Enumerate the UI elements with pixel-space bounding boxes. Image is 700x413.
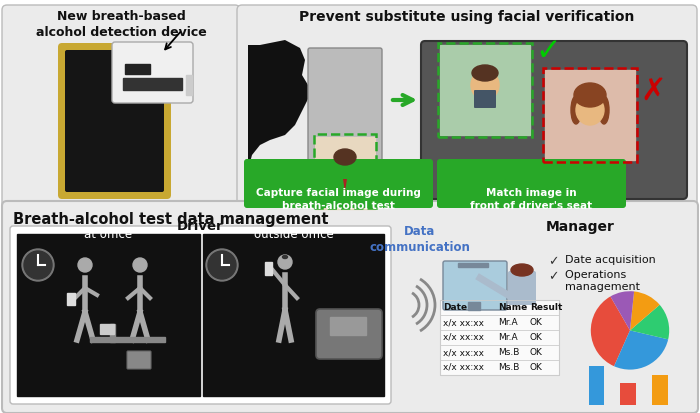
Text: Date: Date [443, 303, 467, 312]
FancyBboxPatch shape [2, 5, 240, 210]
Ellipse shape [278, 255, 292, 269]
FancyBboxPatch shape [443, 261, 507, 310]
Text: Mr.A: Mr.A [498, 333, 517, 342]
Text: OK: OK [530, 348, 543, 357]
Wedge shape [630, 305, 669, 339]
Text: Manager: Manager [545, 220, 615, 234]
Bar [652, 375, 668, 405]
Wedge shape [610, 291, 634, 330]
Ellipse shape [206, 249, 238, 281]
Bar [440, 45, 530, 135]
Bar [440, 300, 559, 375]
Ellipse shape [599, 96, 609, 124]
Ellipse shape [155, 49, 161, 55]
Ellipse shape [334, 155, 356, 179]
Bar [330, 317, 366, 335]
Bar [186, 75, 192, 95]
Text: Capture facial image during
breath-alcohol test: Capture facial image during breath-alcoh… [256, 188, 421, 211]
Ellipse shape [283, 256, 288, 259]
Bar [125, 64, 150, 74]
Text: New breath-based
alcohol detection device: New breath-based alcohol detection devic… [36, 10, 206, 39]
Bar [110, 324, 115, 342]
Ellipse shape [22, 249, 54, 281]
Text: Data
communication: Data communication [370, 225, 470, 254]
Text: ✓: ✓ [548, 270, 559, 283]
Bar [315, 137, 375, 209]
Wedge shape [614, 330, 668, 370]
Text: at office: at office [84, 228, 132, 241]
FancyBboxPatch shape [316, 309, 382, 359]
Ellipse shape [472, 65, 498, 81]
Text: Prevent substitute using facial verification: Prevent substitute using facial verifica… [300, 10, 635, 24]
Text: Mr.A: Mr.A [498, 318, 517, 327]
Text: ✓: ✓ [548, 255, 559, 268]
FancyBboxPatch shape [508, 271, 536, 305]
FancyBboxPatch shape [244, 159, 433, 208]
Bar [90, 337, 165, 342]
Bar [67, 293, 75, 305]
Bar [203, 234, 384, 396]
Ellipse shape [511, 269, 533, 291]
Text: x/x xx:xx: x/x xx:xx [443, 348, 484, 357]
Bar [315, 142, 375, 160]
Bar [620, 383, 636, 405]
Ellipse shape [24, 251, 52, 279]
Ellipse shape [78, 258, 92, 272]
Bar [545, 70, 635, 160]
FancyBboxPatch shape [10, 226, 391, 404]
FancyBboxPatch shape [334, 174, 356, 192]
Text: Match image in
front of driver's seat: Match image in front of driver's seat [470, 188, 592, 211]
Text: Operations
  management: Operations management [558, 270, 640, 292]
Text: Breath-alcohol test data management: Breath-alcohol test data management [13, 212, 328, 227]
Text: Name: Name [498, 303, 527, 312]
Bar [589, 366, 605, 405]
Polygon shape [248, 40, 310, 170]
Bar [265, 262, 272, 275]
Polygon shape [343, 179, 347, 192]
Bar [100, 324, 114, 334]
FancyBboxPatch shape [308, 48, 382, 167]
Ellipse shape [574, 83, 606, 107]
Ellipse shape [511, 264, 533, 276]
Text: x/x xx:xx: x/x xx:xx [443, 363, 484, 372]
FancyBboxPatch shape [127, 351, 151, 369]
FancyBboxPatch shape [58, 43, 171, 199]
Bar [458, 263, 488, 267]
FancyBboxPatch shape [2, 201, 698, 413]
Ellipse shape [576, 95, 604, 125]
Bar [17, 234, 200, 396]
Text: OK: OK [530, 333, 543, 342]
Wedge shape [630, 292, 659, 330]
Text: OK: OK [530, 363, 543, 372]
FancyBboxPatch shape [237, 5, 697, 210]
FancyBboxPatch shape [65, 50, 164, 192]
Ellipse shape [208, 251, 236, 279]
Text: x/x xx:xx: x/x xx:xx [443, 333, 484, 342]
Text: Ms.B: Ms.B [498, 348, 519, 357]
Text: ✓: ✓ [535, 37, 561, 66]
Wedge shape [591, 297, 630, 366]
FancyBboxPatch shape [421, 41, 687, 199]
Text: ✗: ✗ [640, 77, 666, 106]
FancyBboxPatch shape [112, 42, 193, 103]
Text: Date acquisition: Date acquisition [558, 255, 656, 265]
Ellipse shape [133, 258, 147, 272]
Text: C: C [342, 150, 349, 160]
Text: Driver: Driver [176, 220, 223, 233]
Ellipse shape [471, 70, 499, 100]
Ellipse shape [334, 149, 356, 165]
FancyBboxPatch shape [474, 90, 496, 108]
Bar [123, 78, 182, 90]
FancyBboxPatch shape [437, 159, 626, 208]
Text: Result: Result [530, 303, 562, 312]
Text: outside office: outside office [254, 228, 334, 241]
Ellipse shape [571, 96, 581, 124]
Text: x/x xx:xx: x/x xx:xx [443, 318, 484, 327]
Bar [468, 302, 480, 310]
Text: Ms.B: Ms.B [498, 363, 519, 372]
Text: OK: OK [530, 318, 543, 327]
